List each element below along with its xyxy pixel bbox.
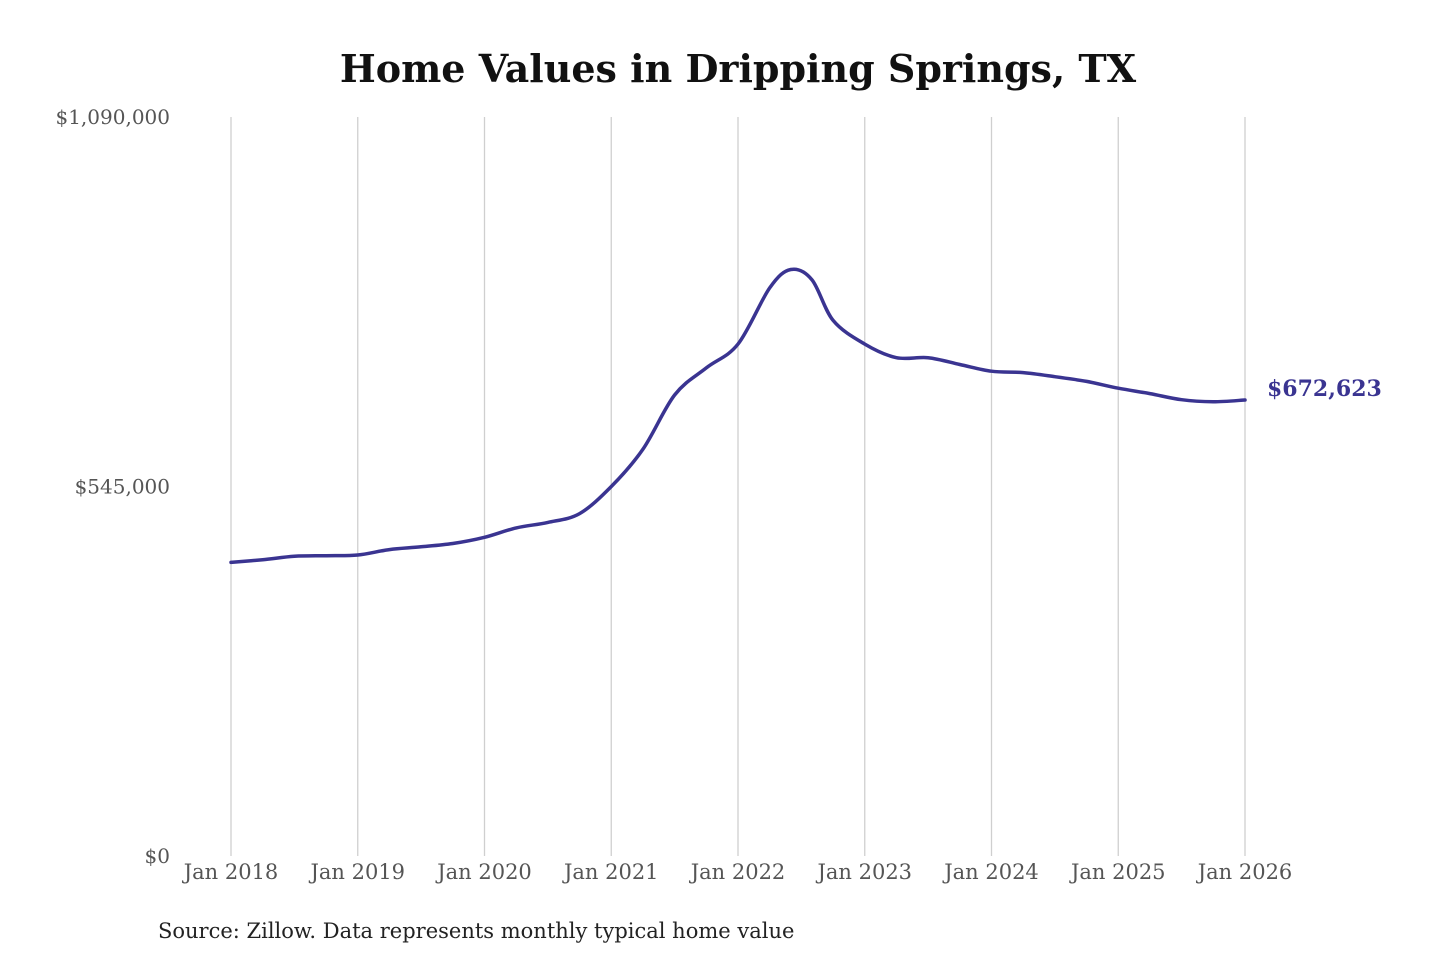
y-tick-label: $1,090,000	[55, 105, 170, 129]
x-tick-label: Jan 2022	[689, 860, 786, 884]
home-value-line	[229, 267, 1247, 565]
end-value-label: $672,623	[1267, 376, 1382, 402]
y-axis-ticks: $0 $545,000 $1,090,000	[55, 105, 170, 868]
x-tick-label: Jan 2023	[815, 860, 912, 884]
x-tick-label: Jan 2024	[942, 860, 1039, 884]
x-tick-label: Jan 2018	[182, 860, 279, 884]
x-axis-ticks: Jan 2018 Jan 2019 Jan 2020 Jan 2021 Jan 2022…	[182, 860, 1293, 884]
y-tick-label: $545,000	[75, 475, 170, 499]
x-tick-label: Jan 2019	[308, 860, 405, 884]
x-tick-label: Jan 2026	[1196, 860, 1293, 884]
gridlines	[230, 117, 1246, 856]
x-tick-label: Jan 2021	[562, 860, 659, 884]
x-tick-label: Jan 2025	[1069, 860, 1166, 884]
source-note: Source: Zillow. Data represents monthly …	[158, 919, 794, 943]
y-tick-label: $0	[145, 844, 170, 868]
x-tick-label: Jan 2020	[435, 860, 532, 884]
chart-title: Home Values in Dripping Springs, TX	[340, 46, 1137, 91]
